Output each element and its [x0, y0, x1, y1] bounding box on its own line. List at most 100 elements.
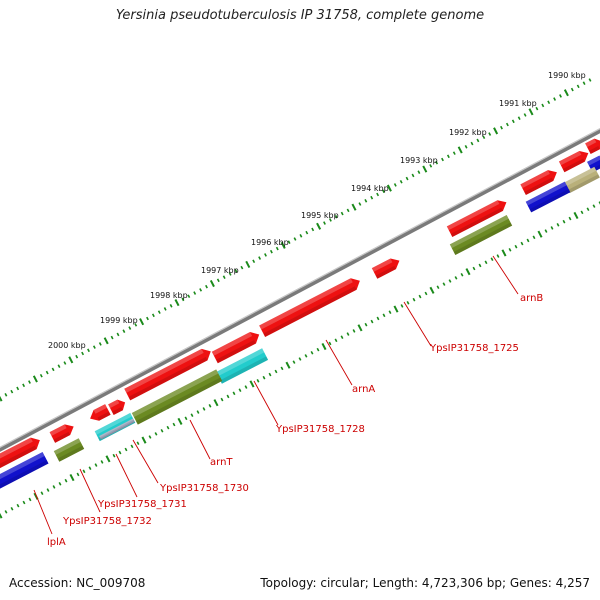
tick-mark: [310, 350, 314, 355]
scale-label: 1997 kbp: [201, 266, 239, 275]
tick-mark: [64, 478, 68, 483]
tick-mark: [58, 482, 62, 486]
tick-mark: [10, 389, 14, 394]
tick-mark: [252, 259, 256, 264]
tick-mark: [172, 422, 176, 427]
tick-mark: [472, 266, 476, 271]
tick-mark: [39, 373, 43, 378]
tick-mark: [457, 146, 463, 154]
tick-mark: [16, 503, 20, 508]
tick-mark: [208, 404, 212, 408]
tick-mark: [169, 303, 173, 308]
tick-mark: [166, 425, 170, 430]
tick-mark: [275, 246, 279, 251]
tick-mark: [245, 260, 251, 269]
tick-mark: [81, 351, 85, 356]
tick-mark: [488, 132, 492, 136]
tick-mark: [154, 432, 158, 436]
tick-mark: [399, 179, 403, 184]
gene-label: arnA: [352, 384, 375, 395]
tick-mark: [177, 417, 183, 425]
tick-mark: [376, 192, 380, 197]
tick-mark: [382, 313, 386, 318]
tick-mark: [69, 473, 75, 482]
tick-mark: [370, 195, 374, 200]
tick-mark: [406, 301, 410, 305]
tick-mark: [103, 337, 109, 345]
scale-labels: 1990 kbp 1991 kbp 1992 kbp 1993 kbp 1994 kbp…: [48, 71, 586, 350]
tick-mark: [87, 348, 90, 353]
tick-mark: [493, 127, 499, 135]
tick-mark: [376, 316, 380, 321]
tick-mark: [258, 256, 262, 260]
scale-label: 1993 kbp: [400, 156, 438, 165]
tick-mark: [0, 512, 3, 519]
tick-mark: [393, 183, 397, 187]
gene-label: YpsIP31758_1730: [159, 483, 249, 494]
tick-mark: [528, 108, 534, 116]
tick-mark: [386, 184, 392, 192]
tick-mark: [28, 380, 31, 384]
tick-mark: [586, 207, 590, 212]
gene-label: lplA: [47, 537, 66, 548]
tick-mark: [100, 460, 104, 464]
accession-text: Accession: NC_009708: [9, 576, 146, 590]
tick-mark: [28, 497, 32, 502]
gene-feature: [90, 404, 111, 421]
tick-mark: [76, 472, 80, 477]
backbone-highlight: [0, 127, 600, 449]
tick-mark: [505, 122, 509, 127]
tick-mark: [304, 354, 308, 358]
tick-mark: [163, 307, 167, 311]
tick-mark: [340, 211, 344, 216]
tick-mark: [148, 435, 152, 439]
tick-mark: [234, 269, 238, 273]
tick-mark: [209, 279, 215, 288]
gene-feature: [0, 451, 49, 493]
leader-line: [403, 301, 432, 347]
tick-mark: [269, 249, 273, 254]
gene-feature: [124, 348, 211, 401]
scale-label: 1996 kbp: [251, 238, 289, 247]
tick-mark: [417, 170, 421, 175]
genome-summary: Topology: circular; Length: 4,723,306 bp…: [260, 576, 590, 590]
tick-mark: [412, 297, 416, 302]
gene-label: arnT: [210, 457, 233, 468]
leader-line: [115, 453, 138, 498]
leader-line: [189, 419, 211, 460]
tick-mark: [216, 278, 220, 283]
tick-mark: [464, 144, 468, 149]
tick-mark: [588, 78, 592, 82]
tick-mark: [136, 441, 140, 446]
gene-feature: [131, 369, 223, 425]
tick-mark: [568, 216, 572, 221]
gene-feature: [99, 418, 135, 440]
tick-mark: [476, 138, 480, 143]
gene-label: YpsIP31758_1725: [429, 343, 519, 354]
tick-mark: [287, 240, 291, 244]
tick-mark: [45, 370, 49, 375]
tick-mark: [563, 89, 569, 97]
tick-mark: [520, 241, 524, 246]
tick-mark: [305, 230, 309, 235]
tick-mark: [424, 291, 428, 296]
tick-mark: [422, 165, 428, 173]
scale-label: 1992 kbp: [449, 128, 487, 137]
gene-feature: [371, 258, 400, 279]
scale-label: 2000 kbp: [48, 341, 86, 350]
tick-mark: [501, 249, 507, 257]
gene-labels: arnB YpsIP31758_1725 arnA YpsIP31758_1728ar…: [47, 293, 543, 548]
gene-feature: [0, 437, 40, 472]
tick-mark: [323, 221, 326, 225]
tick-mark: [174, 299, 180, 307]
tick-mark: [46, 488, 50, 492]
map-title: Yersinia pseudotuberculosis IP 31758, co…: [115, 8, 485, 23]
tick-mark: [181, 297, 185, 302]
tick-mark: [553, 97, 557, 101]
tick-mark: [470, 141, 474, 146]
tick-mark: [382, 189, 385, 194]
tick-mark: [249, 380, 255, 388]
tick-mark: [299, 234, 303, 238]
tick-mark: [364, 322, 368, 327]
tick-mark: [550, 226, 554, 230]
